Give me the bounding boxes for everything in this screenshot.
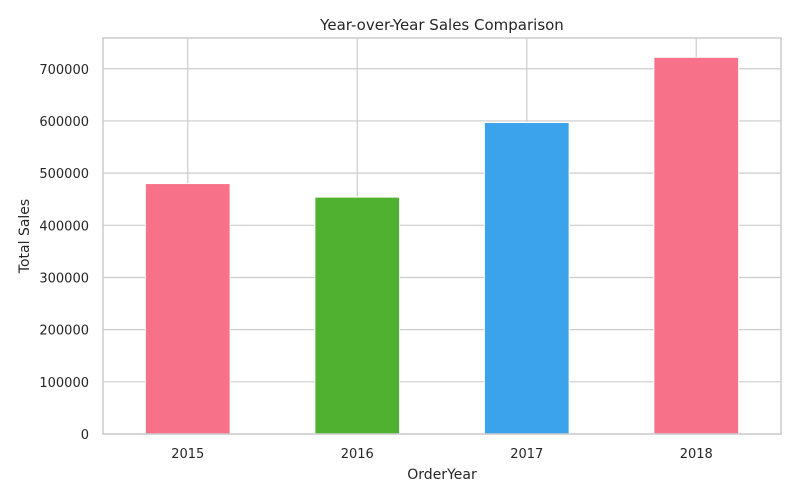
chart-title: Year-over-Year Sales Comparison: [319, 16, 564, 34]
x-tick-label: 2018: [680, 447, 713, 462]
bars: [144, 56, 740, 435]
bar-2017: [483, 122, 570, 435]
bar-2018: [653, 56, 740, 435]
x-tick-label: 2015: [171, 447, 204, 462]
x-axis-ticks: 2015 2016 2017 2018: [171, 447, 713, 462]
y-tick-label: 200000: [39, 324, 89, 339]
bar-2016: [314, 196, 401, 435]
y-tick-label: 300000: [39, 271, 89, 286]
y-tick-label: 700000: [39, 63, 89, 78]
y-tick-label: 100000: [39, 376, 89, 391]
y-tick-label: 500000: [39, 167, 89, 182]
x-tick-label: 2017: [510, 447, 543, 462]
y-axis-ticks: 0 100000 200000 300000 400000 500000 600000 700…: [39, 63, 89, 443]
x-tick-label: 2016: [341, 447, 374, 462]
plot-frame: [102, 37, 782, 435]
y-tick-label: 0: [81, 428, 89, 443]
x-axis-label: OrderYear: [407, 467, 477, 483]
y-axis-label: Total Sales: [17, 199, 33, 274]
y-tick-label: 600000: [39, 115, 89, 130]
y-tick-label: 400000: [39, 219, 89, 234]
bar-2015: [144, 183, 231, 435]
